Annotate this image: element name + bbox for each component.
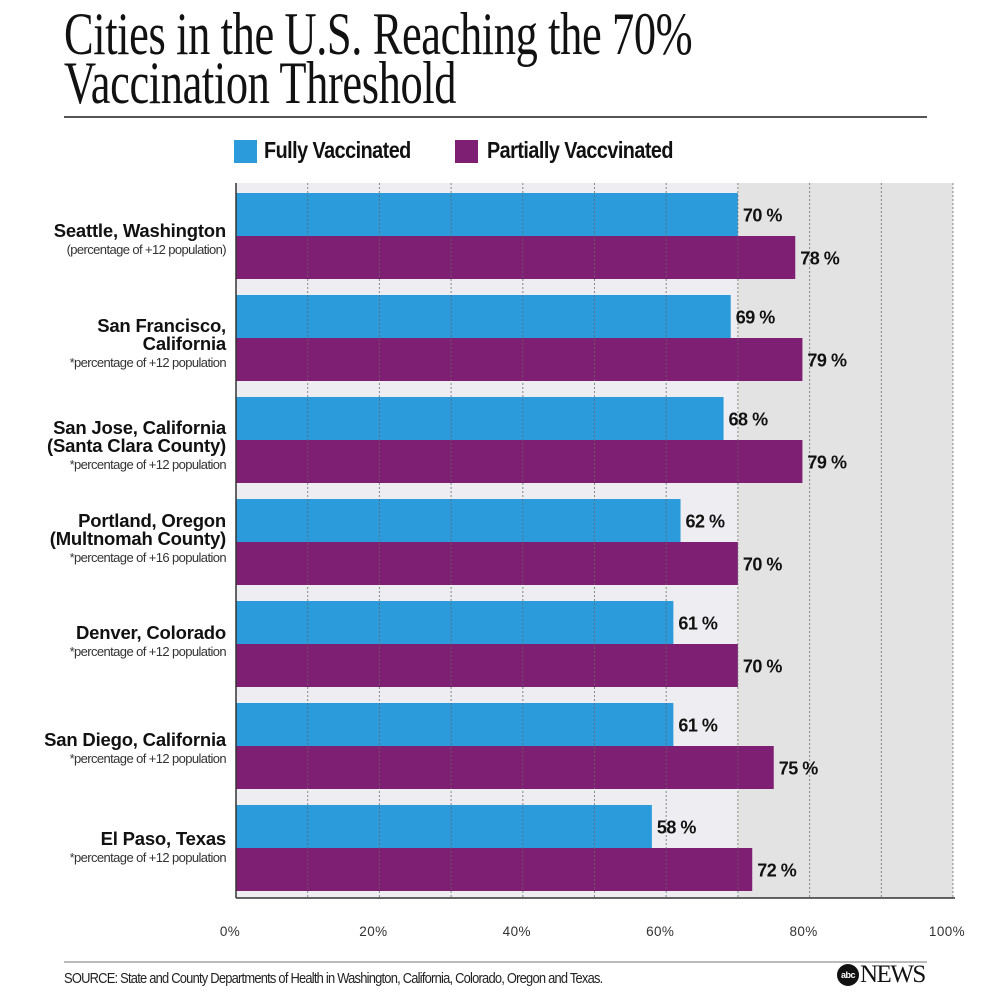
chart-title-line-1: Cities in the U.S. Reaching the 70% [64, 1, 693, 67]
bar-fully-5 [236, 703, 674, 746]
category-name: Seattle, Washington [53, 220, 227, 241]
value-label: 58 % [657, 818, 697, 838]
x-tick-label: 80% [789, 924, 817, 939]
chart-title-line-2: Vaccination Threshold [64, 50, 457, 116]
category-name: (Multnomah County) [49, 528, 226, 549]
category-note: *percentage of +12 population [69, 457, 227, 472]
category-name: Portland, Oregon [78, 510, 226, 531]
category-label: San Jose, California (Santa Clara County)… [47, 417, 227, 474]
value-label: 68 % [729, 410, 769, 430]
legend-swatch-partially-vaccinated [455, 140, 478, 163]
title-divider [64, 116, 927, 118]
x-tick-label: 40% [503, 924, 531, 939]
value-label: 61 % [678, 716, 718, 736]
bar-fully-3 [236, 499, 681, 542]
bar-fully-1 [236, 295, 731, 338]
bar-partially-0 [236, 236, 796, 279]
bar-partially-3 [236, 542, 738, 585]
value-label: 69 % [736, 308, 776, 328]
x-tick-label: 60% [646, 924, 674, 939]
category-note: *percentage of +16 population [69, 550, 227, 565]
category-label: El Paso, Texas *percentage of +12 populat… [69, 828, 227, 867]
bar-partially-2 [236, 440, 803, 483]
abc-news-logo: abc NEWS [837, 961, 926, 988]
x-tick-label: 100% [929, 924, 965, 939]
value-label: 70 % [743, 657, 783, 677]
category-name: San Jose, California [53, 417, 226, 438]
category-label: San Diego, California *percentage of +12 … [44, 729, 227, 768]
bar-fully-0 [236, 193, 738, 236]
value-label: 72 % [757, 861, 797, 881]
category-label: Portland, Oregon (Multnomah County) *perce… [49, 510, 227, 567]
category-name: San Francisco, [97, 315, 226, 336]
category-name: California [142, 333, 227, 354]
category-name: Denver, Colorado [76, 622, 226, 643]
x-tick-label: 0% [220, 924, 240, 939]
category-name: San Diego, California [44, 729, 226, 750]
legend-swatch-fully-vaccinated [234, 140, 257, 163]
category-note: *percentage of +12 population [69, 751, 227, 766]
value-label: 62 % [686, 512, 726, 532]
bar-fully-2 [236, 397, 724, 440]
value-label: 61 % [678, 614, 718, 634]
category-note: *percentage of +12 population [69, 355, 227, 370]
abc-logo-icon: abc [837, 964, 859, 986]
bar-fully-6 [236, 805, 652, 848]
category-label: Denver, Colorado *percentage of +12 popul… [69, 622, 227, 661]
category-label: Seattle, Washington (percentage of +12 po… [53, 220, 227, 259]
value-label: 78 % [800, 249, 840, 269]
category-note: *percentage of +12 population [69, 850, 227, 865]
value-label: 70 % [743, 206, 783, 226]
bar-partially-6 [236, 848, 753, 891]
x-tick-label: 20% [359, 924, 387, 939]
bar-partially-5 [236, 746, 774, 789]
value-label: 75 % [779, 759, 819, 779]
category-note: (percentage of +12 population) [66, 242, 227, 257]
bar-partially-4 [236, 644, 738, 687]
threshold-region [737, 183, 953, 898]
value-label: 79 % [807, 453, 847, 473]
bar-partially-1 [236, 338, 803, 381]
category-note: *percentage of +12 population [69, 644, 227, 659]
value-label: 79 % [807, 351, 847, 371]
category-name: El Paso, Texas [100, 828, 227, 849]
footer-divider [64, 961, 927, 963]
legend-label-fully-vaccinated: Fully Vaccinated [264, 137, 411, 163]
legend-label-partially-vaccinated: Partially Vaccvinated [487, 137, 674, 163]
news-wordmark: NEWS [860, 961, 926, 988]
category-name: (Santa Clara County) [47, 435, 226, 456]
source-note: SOURCE: State and County Departments of … [64, 970, 603, 987]
category-label: San Francisco, California *percentage of +… [69, 315, 227, 372]
value-label: 70 % [743, 555, 783, 575]
bar-fully-4 [236, 601, 674, 644]
